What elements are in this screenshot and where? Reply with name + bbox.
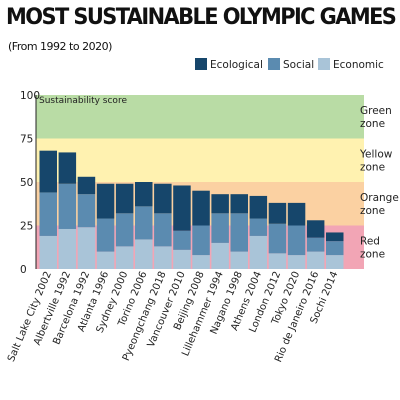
bar-ecological bbox=[77, 176, 96, 195]
bar-social bbox=[58, 183, 77, 229]
bar-economic bbox=[173, 249, 191, 269]
bar-economic bbox=[306, 251, 325, 269]
bar-economic bbox=[268, 253, 287, 269]
bar-ecological bbox=[154, 183, 172, 214]
bar-ecological bbox=[268, 202, 287, 224]
bar-social bbox=[135, 206, 153, 240]
bar-economic bbox=[39, 235, 57, 269]
bar-economic bbox=[135, 239, 153, 269]
y-tick-label: 50 bbox=[20, 177, 33, 189]
bar-ecological bbox=[287, 202, 306, 226]
bar-social bbox=[211, 213, 229, 243]
bar-social bbox=[192, 225, 210, 256]
legend-swatch-economic bbox=[318, 58, 330, 70]
bar-economic bbox=[326, 255, 344, 269]
bar-social bbox=[154, 213, 172, 247]
bar-social bbox=[77, 194, 96, 228]
chart-subtitle: (From 1992 to 2020) bbox=[8, 40, 112, 53]
bar-ecological bbox=[135, 182, 153, 207]
y-tick-label: 100 bbox=[20, 90, 40, 102]
bar-ecological bbox=[173, 185, 191, 231]
y-tick-label: 0 bbox=[20, 264, 27, 276]
y-tick-label: 75 bbox=[20, 134, 33, 146]
y-tick-label: 25 bbox=[20, 221, 33, 233]
bar-social bbox=[96, 218, 115, 252]
zone-label-orange: Orange zone bbox=[360, 192, 399, 217]
bar-economic bbox=[249, 235, 268, 269]
bar-social bbox=[39, 192, 57, 236]
zone-band-green bbox=[36, 95, 364, 139]
bar-ecological bbox=[249, 195, 268, 219]
bar-ecological bbox=[96, 183, 115, 219]
bar-economic bbox=[192, 255, 210, 269]
bar-economic bbox=[115, 246, 134, 269]
zone-label-green: Green zone bbox=[360, 105, 392, 130]
bar-economic bbox=[211, 242, 229, 269]
bar-social bbox=[249, 218, 268, 236]
bar-economic bbox=[58, 228, 77, 269]
bar-ecological bbox=[39, 150, 57, 193]
bar-economic bbox=[230, 251, 248, 269]
bar-social bbox=[115, 213, 134, 247]
bar-ecological bbox=[211, 194, 229, 214]
bar-economic bbox=[96, 251, 115, 269]
bar-economic bbox=[287, 255, 306, 269]
legend-swatch-ecological bbox=[195, 58, 207, 70]
legend-label-ecological: Ecological bbox=[210, 59, 263, 71]
bar-ecological bbox=[58, 152, 77, 184]
bar-economic bbox=[154, 246, 172, 269]
legend-label-economic: Economic bbox=[333, 59, 384, 71]
zone-label-yellow: Yellow zone bbox=[359, 148, 393, 173]
bar-social bbox=[230, 213, 248, 252]
bar-social bbox=[287, 225, 306, 256]
bar-ecological bbox=[326, 232, 344, 242]
y-axis-label: Sustainability score bbox=[39, 96, 127, 106]
bar-social bbox=[268, 223, 287, 254]
bar-economic bbox=[77, 227, 96, 269]
bar-ecological bbox=[115, 183, 134, 214]
bar-ecological bbox=[230, 194, 248, 214]
bar-ecological bbox=[306, 220, 325, 238]
bar-social bbox=[306, 237, 325, 252]
legend-label-social: Social bbox=[283, 59, 314, 71]
zone-label-red: Red zone bbox=[360, 235, 385, 260]
zone-band-yellow bbox=[36, 138, 364, 182]
bar-ecological bbox=[192, 190, 210, 226]
legend-swatch-social bbox=[268, 58, 280, 70]
bar-social bbox=[326, 241, 344, 256]
chart-title: MOST SUSTAINABLE OLYMPIC GAMES bbox=[6, 4, 397, 30]
bar-social bbox=[173, 230, 191, 250]
